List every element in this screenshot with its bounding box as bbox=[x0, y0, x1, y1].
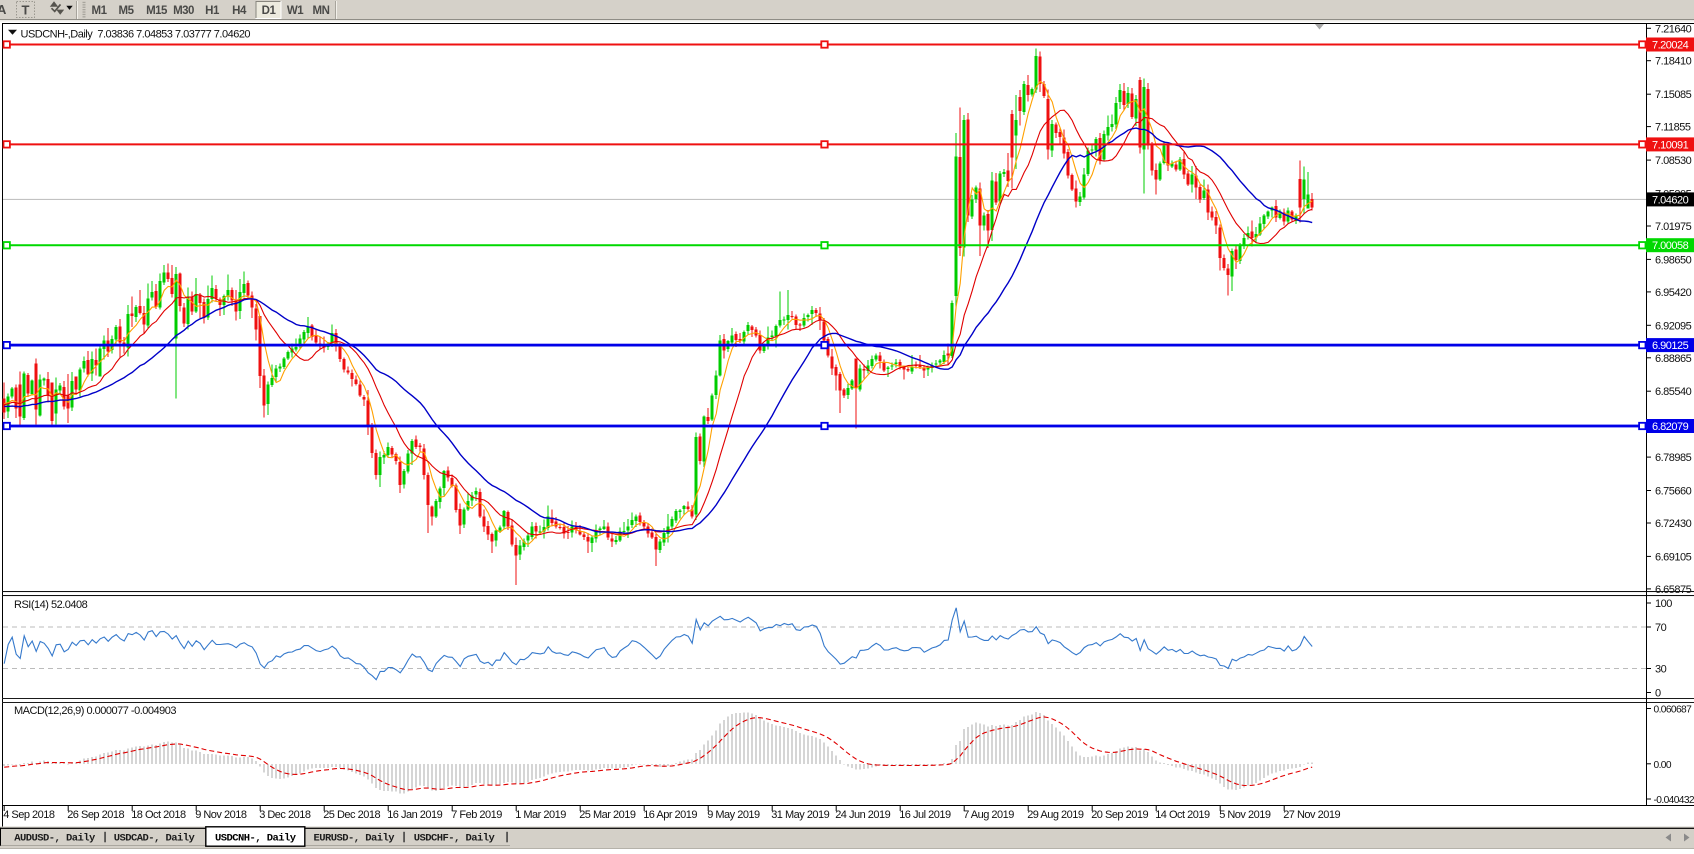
svg-text:16 Jul 2019: 16 Jul 2019 bbox=[899, 809, 951, 821]
svg-text:20 Sep 2019: 20 Sep 2019 bbox=[1091, 809, 1148, 821]
svg-text:MN: MN bbox=[313, 5, 330, 17]
svg-text:27 Nov 2019: 27 Nov 2019 bbox=[1283, 809, 1340, 821]
svg-text:9 May 2019: 9 May 2019 bbox=[707, 809, 760, 821]
svg-text:7 Feb 2019: 7 Feb 2019 bbox=[451, 809, 502, 821]
svg-text:T: T bbox=[22, 3, 30, 18]
svg-text:6.88865: 6.88865 bbox=[1655, 353, 1692, 365]
svg-text:30: 30 bbox=[1655, 664, 1667, 676]
svg-text:0.00: 0.00 bbox=[1654, 760, 1672, 771]
svg-text:14 Oct 2019: 14 Oct 2019 bbox=[1155, 809, 1210, 821]
svg-text:D1: D1 bbox=[262, 5, 277, 17]
svg-text:9 Nov 2018: 9 Nov 2018 bbox=[195, 809, 247, 821]
svg-text:6.92095: 6.92095 bbox=[1655, 320, 1692, 332]
svg-text:USDCHF-, Daily: USDCHF-, Daily bbox=[414, 833, 496, 845]
svg-text:24 Jun 2019: 24 Jun 2019 bbox=[835, 809, 890, 821]
svg-text:26 Sep 2018: 26 Sep 2018 bbox=[67, 809, 124, 821]
svg-text:W1: W1 bbox=[287, 5, 304, 17]
svg-text:25 Mar 2019: 25 Mar 2019 bbox=[579, 809, 636, 821]
svg-text:7.20024: 7.20024 bbox=[1652, 40, 1689, 52]
svg-text:6.85540: 6.85540 bbox=[1655, 386, 1692, 398]
svg-text:6.90125: 6.90125 bbox=[1652, 340, 1689, 352]
svg-text:4 Sep 2018: 4 Sep 2018 bbox=[3, 809, 55, 821]
svg-text:7 Aug 2019: 7 Aug 2019 bbox=[963, 809, 1014, 821]
svg-text:7.08530: 7.08530 bbox=[1655, 155, 1692, 167]
svg-text:16 Apr 2019: 16 Apr 2019 bbox=[643, 809, 697, 821]
svg-text:6.75660: 6.75660 bbox=[1655, 486, 1692, 498]
svg-text:RSI(14) 52.0408: RSI(14) 52.0408 bbox=[14, 599, 88, 611]
svg-text:25 Dec 2018: 25 Dec 2018 bbox=[323, 809, 380, 821]
svg-text:USDCNH-,Daily 7.03836 7.04853: USDCNH-,Daily 7.03836 7.04853 7.03777 7.… bbox=[21, 29, 251, 41]
svg-text:M15: M15 bbox=[146, 5, 168, 17]
svg-text:5 Nov 2019: 5 Nov 2019 bbox=[1219, 809, 1271, 821]
svg-text:6.82079: 6.82079 bbox=[1652, 421, 1689, 433]
svg-text:18 Oct 2018: 18 Oct 2018 bbox=[131, 809, 186, 821]
svg-text:7.15085: 7.15085 bbox=[1655, 89, 1692, 101]
svg-text:6.98650: 6.98650 bbox=[1655, 254, 1692, 266]
svg-text:AUDUSD-, Daily: AUDUSD-, Daily bbox=[14, 833, 96, 845]
svg-text:M5: M5 bbox=[119, 5, 135, 17]
svg-text:6.65875: 6.65875 bbox=[1655, 584, 1692, 596]
svg-text:0: 0 bbox=[1655, 688, 1661, 700]
svg-text:H1: H1 bbox=[205, 5, 220, 17]
svg-text:7.10091: 7.10091 bbox=[1652, 139, 1689, 151]
svg-text:EURUSD-, Daily: EURUSD-, Daily bbox=[314, 833, 396, 845]
svg-text:70: 70 bbox=[1655, 622, 1667, 634]
svg-text:M1: M1 bbox=[92, 5, 108, 17]
svg-text:H4: H4 bbox=[232, 5, 247, 17]
svg-text:29 Aug 2019: 29 Aug 2019 bbox=[1027, 809, 1084, 821]
svg-text:6.69105: 6.69105 bbox=[1655, 551, 1692, 563]
svg-text:1 Mar 2019: 1 Mar 2019 bbox=[515, 809, 566, 821]
svg-text:6.78985: 6.78985 bbox=[1655, 452, 1692, 464]
svg-text:31 May 2019: 31 May 2019 bbox=[771, 809, 829, 821]
svg-text:3 Dec 2018: 3 Dec 2018 bbox=[259, 809, 311, 821]
svg-text:M30: M30 bbox=[173, 5, 194, 17]
svg-text:7.04620: 7.04620 bbox=[1652, 194, 1689, 206]
svg-text:6.95420: 6.95420 bbox=[1655, 287, 1692, 299]
svg-text:7.21640: 7.21640 bbox=[1655, 23, 1692, 35]
svg-text:100: 100 bbox=[1655, 598, 1672, 610]
svg-text:16 Jan 2019: 16 Jan 2019 bbox=[387, 809, 442, 821]
svg-text:7.00058: 7.00058 bbox=[1652, 240, 1689, 252]
svg-text:0.060687: 0.060687 bbox=[1654, 705, 1693, 716]
svg-text:USDCNH-, Daily: USDCNH-, Daily bbox=[215, 833, 297, 845]
svg-text:6.72430: 6.72430 bbox=[1655, 518, 1692, 530]
svg-text:-0.040432: -0.040432 bbox=[1654, 795, 1694, 806]
svg-text:USDCAD-, Daily: USDCAD-, Daily bbox=[114, 833, 196, 845]
svg-text:MACD(12,26,9) 0.000077 -0.0049: MACD(12,26,9) 0.000077 -0.004903 bbox=[14, 705, 176, 717]
svg-text:7.01975: 7.01975 bbox=[1655, 221, 1692, 233]
svg-text:7.11855: 7.11855 bbox=[1655, 122, 1691, 134]
svg-text:7.18410: 7.18410 bbox=[1655, 56, 1692, 68]
